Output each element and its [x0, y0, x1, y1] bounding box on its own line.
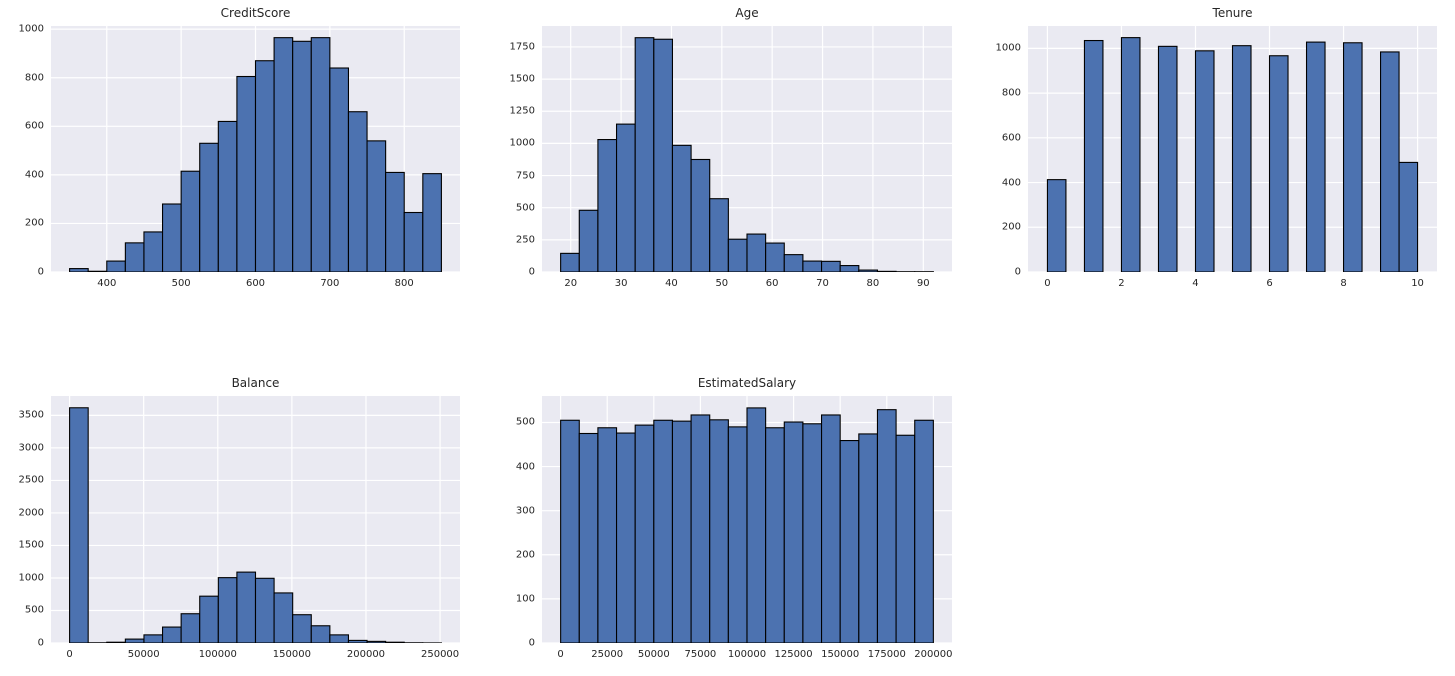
y-tick-label: 1000: [18, 572, 44, 584]
y-tick-label: 600: [24, 120, 44, 132]
y-tick-label: 0: [528, 637, 535, 649]
x-tick-label: 70: [816, 278, 829, 289]
y-tick-label: 0: [37, 266, 44, 278]
x-tick-label: 800: [394, 278, 414, 289]
y-tick-label: 400: [24, 169, 44, 181]
x-tick-label: 0: [66, 649, 73, 660]
y-tick-label: 0: [1014, 266, 1021, 278]
x-tick-label: 8: [1340, 278, 1347, 289]
x-tick-label: 25000: [591, 649, 624, 660]
x-tick-label: 700: [320, 278, 340, 289]
y-tick-label: 0: [37, 637, 44, 649]
plot-area: [542, 26, 952, 272]
y-tick-label: 200: [515, 549, 535, 561]
x-tick-label: 6: [1266, 278, 1273, 289]
y-tick-label: 1000: [509, 137, 535, 149]
x-tick-label: 200000: [346, 649, 386, 660]
x-axis-ticks: 0 25000 50000 75000 100000 125000 150000 175000…: [542, 649, 952, 663]
x-tick-label: 50000: [637, 649, 670, 660]
x-tick-label: 50000: [127, 649, 160, 660]
y-tick-label: 3500: [18, 409, 44, 421]
x-tick-label: 200000: [914, 649, 953, 660]
x-tick-label: 150000: [821, 649, 860, 660]
y-tick-label: 500: [515, 416, 535, 428]
y-axis-ticks: 0 200 400 600 800 1000: [0, 26, 1021, 278]
plot-area: [542, 396, 952, 643]
y-tick-label: 1500: [18, 539, 44, 551]
x-tick-label: 75000: [684, 649, 717, 660]
y-tick-label: 1500: [509, 73, 535, 85]
plot-area: [51, 396, 460, 643]
x-tick-label: 600: [245, 278, 266, 289]
x-tick-label: 40: [665, 278, 678, 289]
x-tick-label: 400: [97, 278, 117, 289]
x-tick-label: 80: [866, 278, 880, 289]
x-tick-label: 100000: [198, 649, 237, 660]
x-tick-label: 150000: [272, 649, 311, 660]
y-tick-label: 0: [528, 266, 535, 278]
y-tick-label: 2500: [18, 474, 44, 486]
x-tick-label: 175000: [867, 649, 906, 660]
y-tick-label: 750: [515, 170, 535, 182]
x-tick-label: 125000: [774, 649, 813, 660]
y-tick-label: 100: [515, 593, 535, 605]
y-tick-label: 200: [1001, 221, 1021, 233]
x-tick-label: 250000: [420, 649, 460, 660]
y-tick-label: 300: [515, 505, 535, 517]
x-tick-label: 30: [614, 278, 628, 289]
y-axis-ticks: 0 250 500 750 1000 1250 1500 1750: [0, 26, 535, 277]
y-tick-label: 400: [515, 461, 535, 473]
y-tick-label: 1000: [995, 42, 1021, 54]
y-axis-ticks: 0 200 400 600 800 1000: [0, 23, 44, 278]
chart-title: EstimatedSalary: [697, 376, 797, 390]
x-tick-label: 10: [1411, 278, 1424, 289]
y-tick-label: 600: [1001, 132, 1021, 144]
y-tick-label: 2000: [18, 507, 44, 519]
x-tick-label: 0: [1044, 278, 1051, 289]
y-axis-ticks: 0 500 1000 1500 2000 2500 3000 3500: [0, 396, 44, 649]
y-tick-label: 200: [24, 217, 44, 229]
y-tick-label: 500: [515, 202, 535, 214]
y-tick-label: 800: [24, 72, 44, 84]
x-tick-label: 2: [1118, 278, 1125, 289]
y-tick-label: 250: [515, 234, 535, 246]
y-tick-label: 400: [1001, 177, 1021, 189]
x-tick-label: 4: [1192, 278, 1199, 289]
y-tick-label: 800: [1001, 87, 1021, 99]
x-axis-ticks: 0 2 4 6 8 10: [1028, 278, 1437, 292]
x-tick-label: 500: [171, 278, 191, 289]
plot-area: [51, 26, 460, 272]
x-tick-label: 20: [564, 278, 578, 289]
y-tick-label: 1000: [18, 23, 44, 35]
x-axis-ticks: 0 50000 100000 150000 200000 250000: [51, 649, 460, 663]
y-tick-label: 3000: [18, 442, 44, 454]
x-tick-label: 0: [557, 649, 564, 660]
chart-title: Tenure: [1212, 6, 1253, 20]
y-tick-label: 1750: [509, 41, 535, 53]
y-tick-label: 500: [24, 604, 44, 616]
y-axis-ticks: 0 100 200 300 400 500: [0, 396, 535, 649]
chart-title: Balance: [231, 376, 280, 390]
y-tick-label: 1250: [509, 105, 535, 117]
x-tick-label: 50: [715, 278, 729, 289]
x-tick-label: 60: [765, 278, 779, 289]
x-tick-label: 100000: [727, 649, 767, 660]
x-tick-label: 90: [916, 278, 930, 289]
chart-title: Age: [735, 6, 759, 20]
chart-title: CreditScore: [220, 6, 291, 20]
x-axis-ticks: 400 500 600 700 800: [51, 278, 460, 292]
x-axis-ticks: 20 30 40 50 60 70 80 90: [542, 278, 952, 292]
plot-area: [1028, 26, 1437, 272]
